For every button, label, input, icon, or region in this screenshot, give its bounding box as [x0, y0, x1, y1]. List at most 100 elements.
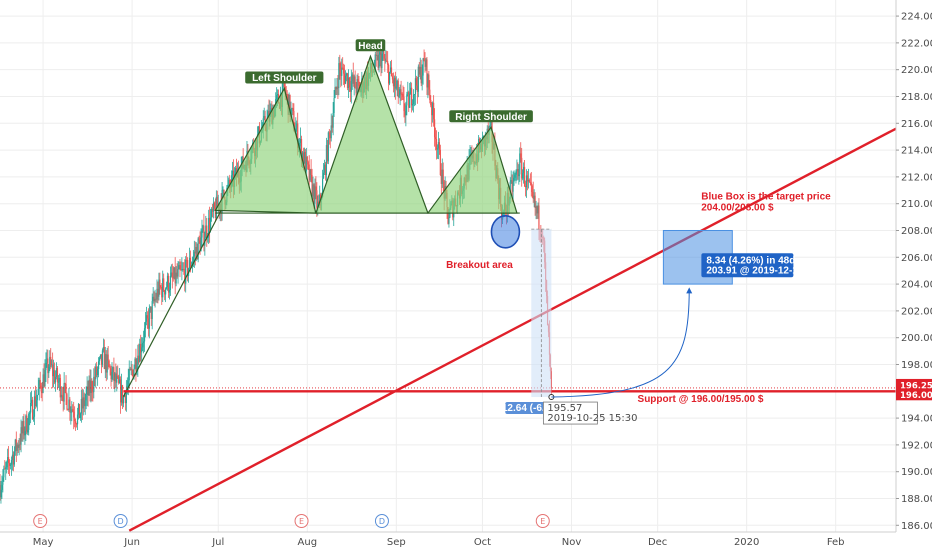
- x-tick-label: May: [33, 537, 54, 548]
- candle-body: [386, 60, 388, 62]
- support-label: Support @ 196.00/195.00 $: [638, 394, 764, 405]
- candle-body: [128, 368, 130, 381]
- y-tick-label: 190.00: [901, 467, 932, 478]
- candle-body: [415, 78, 418, 86]
- candle-body: [421, 75, 423, 84]
- candle-body: [92, 391, 94, 393]
- candle-body: [350, 81, 352, 92]
- earnings-marker[interactable]: [294, 514, 309, 528]
- candle-body: [326, 145, 328, 162]
- candle-body: [7, 457, 9, 463]
- candle-body: [338, 63, 340, 89]
- candle-body: [149, 306, 151, 310]
- candle-body: [437, 142, 440, 149]
- candle-body: [58, 377, 60, 382]
- candle-body: [422, 58, 424, 76]
- dividend-marker[interactable]: [113, 514, 128, 528]
- candle-body: [34, 396, 37, 406]
- candle-body: [162, 278, 164, 298]
- x-tick-label: Oct: [474, 537, 491, 548]
- candle-body: [222, 189, 224, 191]
- candle-body: [0, 489, 2, 498]
- candle-body: [96, 366, 98, 376]
- candle-body: [170, 272, 172, 276]
- candle-body: [2, 477, 4, 485]
- earnings-marker[interactable]: [535, 514, 550, 528]
- candle-body: [23, 420, 25, 436]
- red-trend-line: [128, 127, 897, 532]
- candle-body: [53, 370, 56, 383]
- candle-body: [27, 429, 29, 433]
- candle-body: [109, 366, 111, 369]
- y-tick-label: 198.00: [901, 360, 932, 371]
- candle-body: [325, 145, 328, 176]
- candle-body: [164, 290, 166, 295]
- candle-body: [31, 399, 34, 420]
- candle-body: [210, 209, 213, 218]
- candle-body: [90, 381, 92, 393]
- candle-body: [28, 414, 30, 430]
- candle-body: [160, 287, 162, 288]
- candle-body: [133, 368, 135, 378]
- candle-body: [26, 415, 28, 433]
- x-tick-label: Feb: [827, 537, 845, 548]
- candle-body: [397, 80, 399, 98]
- candle-body: [139, 343, 141, 363]
- candle-body: [535, 206, 537, 208]
- candle-body: [105, 354, 107, 373]
- candle-body: [522, 173, 524, 179]
- candle-body: [344, 75, 347, 84]
- candle-body: [378, 54, 380, 68]
- candle-body: [19, 444, 21, 446]
- candle-body: [267, 111, 269, 118]
- candle-body: [312, 184, 314, 197]
- candle-body: [354, 76, 356, 89]
- candle-body: [304, 151, 306, 172]
- candle-body: [118, 376, 120, 384]
- candle-body: [156, 288, 158, 300]
- candle-body: [432, 102, 434, 116]
- candle-body: [533, 195, 535, 199]
- candle-body: [182, 269, 184, 270]
- price-axis-label: 196.25: [900, 381, 932, 391]
- candle-body: [401, 93, 403, 95]
- earnings-marker[interactable]: [33, 514, 48, 528]
- drop-measure-label: -12.64 (-6.07%): [499, 403, 568, 414]
- candle-body: [151, 301, 153, 319]
- candle-body: [38, 379, 40, 389]
- candle-body: [9, 464, 12, 466]
- candle-body: [145, 315, 148, 322]
- candle-body: [353, 76, 355, 84]
- candle-body: [101, 350, 104, 365]
- candle-body: [51, 364, 53, 366]
- candle-body: [46, 358, 48, 363]
- candle-body: [81, 398, 83, 409]
- candle-body: [16, 444, 18, 451]
- candle-body: [538, 205, 540, 230]
- candle-body: [293, 110, 295, 131]
- candle-body: [510, 180, 512, 182]
- candle-body: [66, 394, 68, 410]
- candle-body: [124, 395, 127, 404]
- candle-body: [75, 423, 78, 425]
- dividend-marker[interactable]: [374, 514, 389, 528]
- candle-body: [82, 397, 84, 409]
- candle-body: [232, 170, 234, 176]
- candle-body: [112, 367, 114, 372]
- candle-body: [5, 467, 7, 469]
- candle-body: [55, 368, 58, 378]
- candle-body: [347, 77, 350, 88]
- candle-body: [187, 260, 189, 276]
- candle-body: [331, 125, 333, 128]
- candle-body: [322, 172, 325, 179]
- candle-body: [134, 358, 136, 369]
- candle-body: [521, 157, 523, 179]
- candle-body: [208, 217, 210, 237]
- candle-body: [121, 385, 124, 404]
- candle-body: [8, 463, 11, 466]
- candle-body: [163, 278, 165, 291]
- candle-body: [116, 375, 118, 383]
- candle-body: [332, 112, 334, 128]
- candle-body: [18, 444, 20, 448]
